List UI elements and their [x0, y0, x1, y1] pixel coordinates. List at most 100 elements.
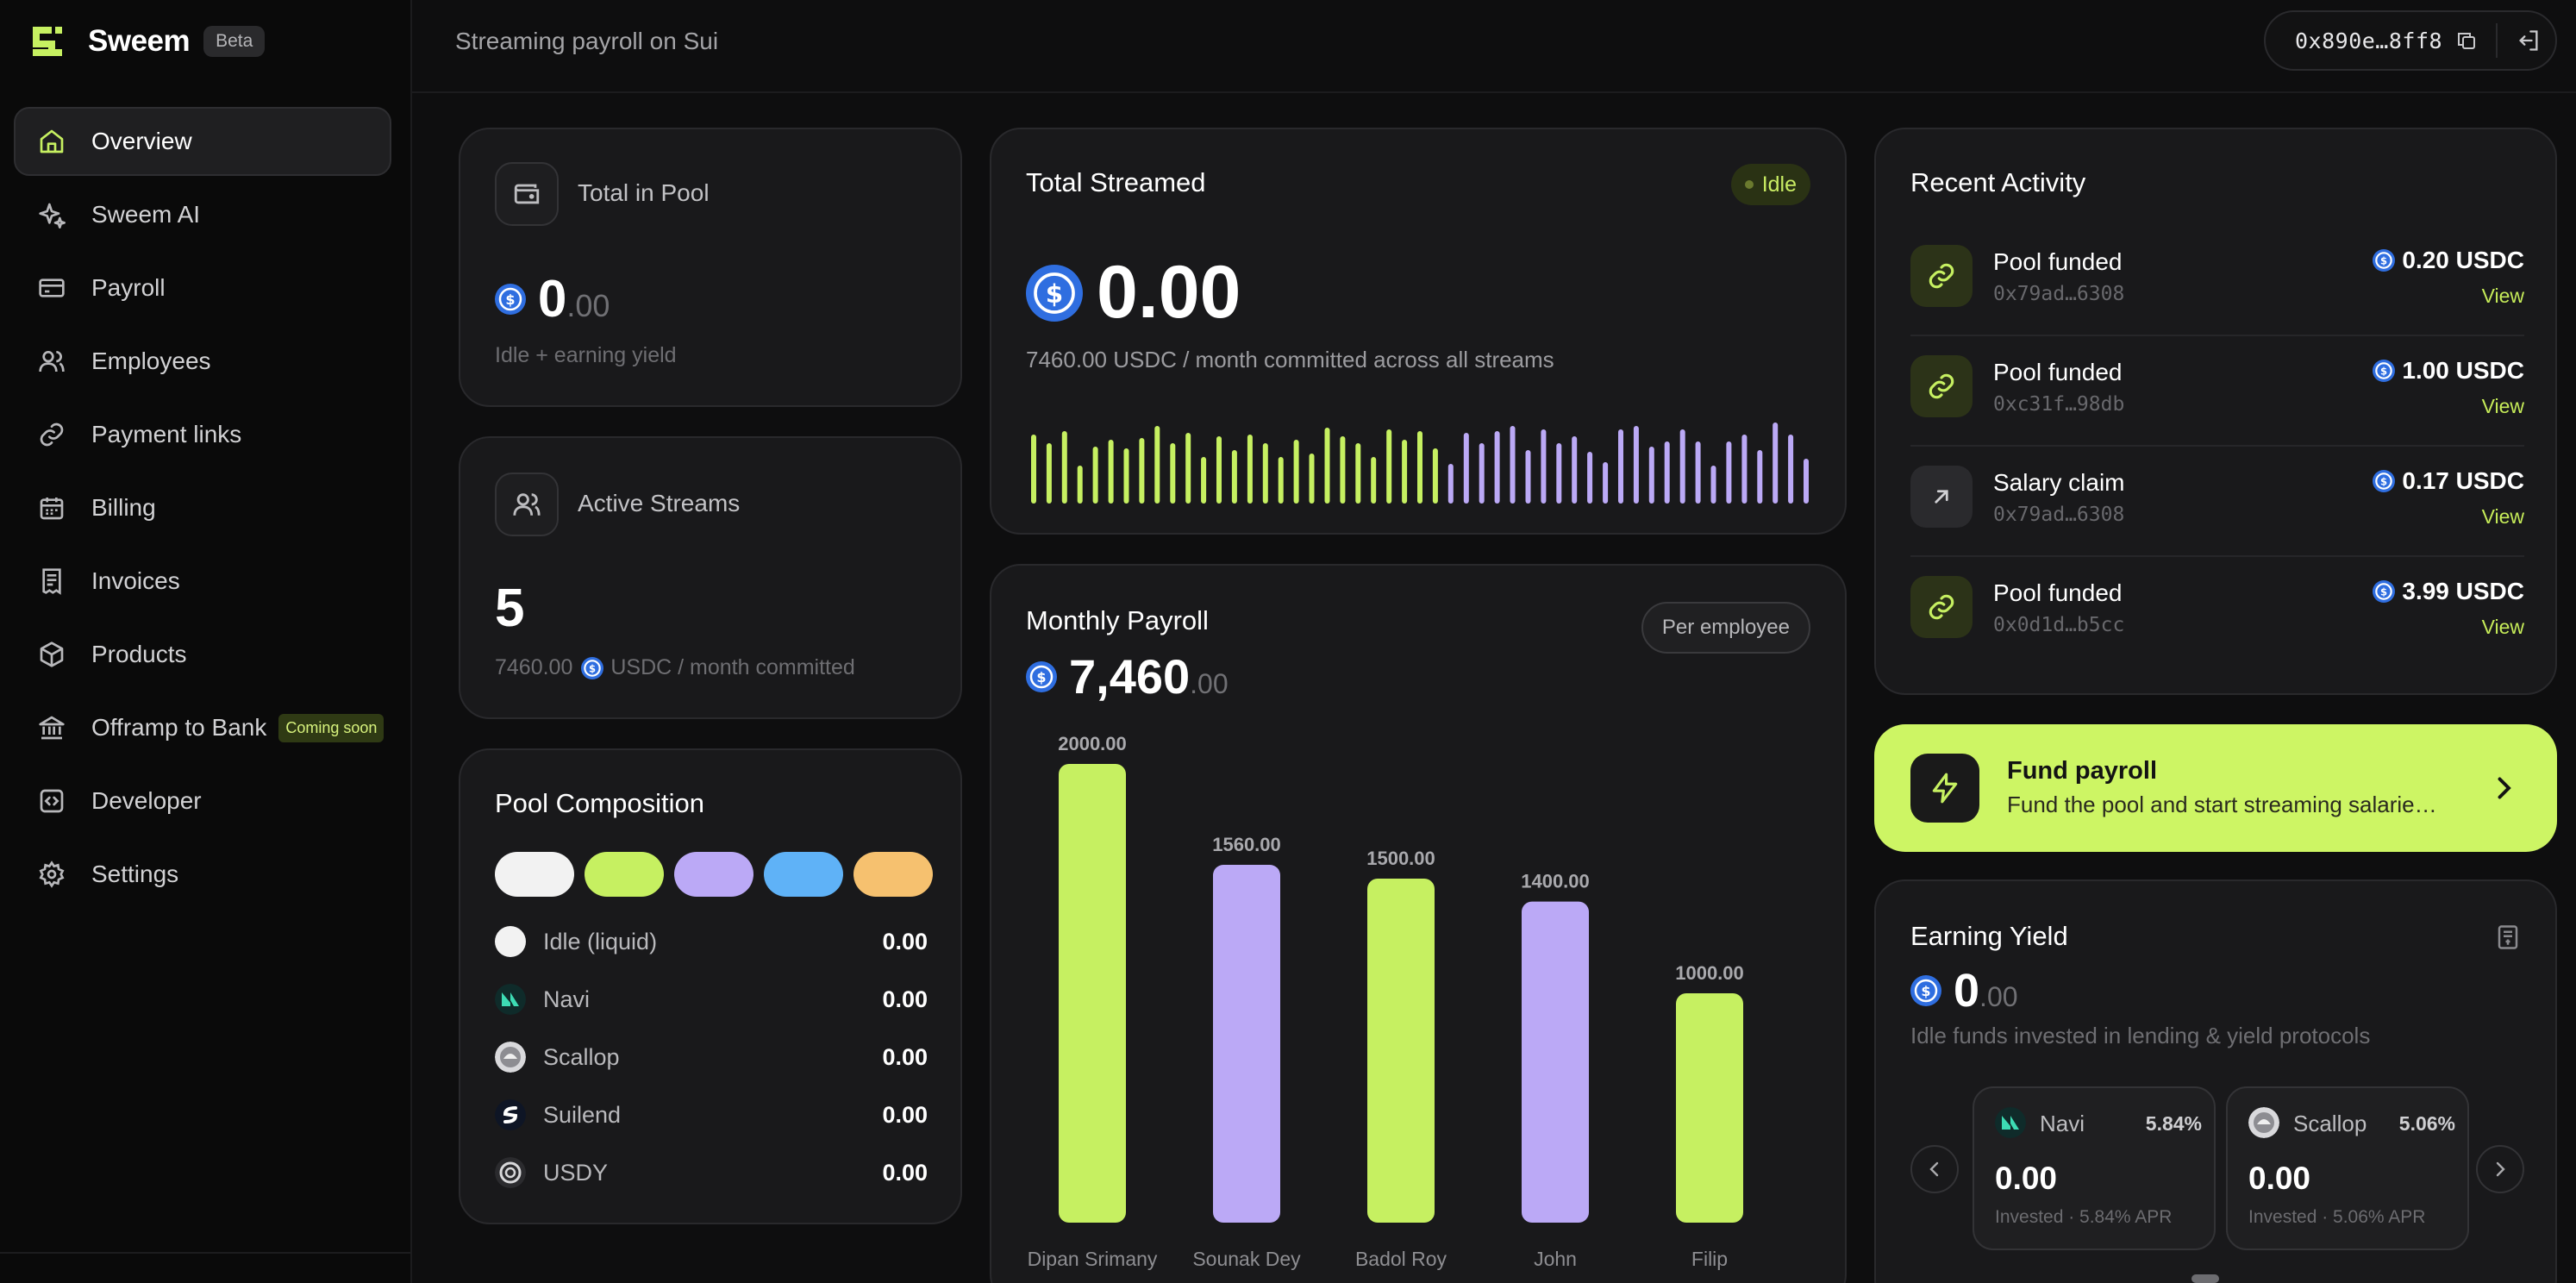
activity-row[interactable]: Pool funded 0xc31f…98db $ 1.00 USDC View [1910, 336, 2524, 447]
composition-name: USDY [543, 1159, 609, 1186]
sidebar-item-sweem-ai[interactable]: Sweem AI [14, 180, 391, 249]
stream-bar [1572, 436, 1578, 504]
activity-view-link[interactable]: View [2481, 505, 2524, 528]
payroll-bar[interactable] [1676, 993, 1743, 1223]
composition-row-usdy: USDY 0.00 [495, 1155, 928, 1190]
yield-next-button[interactable] [2476, 1145, 2524, 1193]
pool-composition-title: Pool Composition [495, 788, 704, 818]
payroll-bar[interactable] [1367, 879, 1435, 1223]
sidebar-item-developer[interactable]: Developer [14, 767, 391, 836]
sidebar-item-payroll[interactable]: Payroll [14, 253, 391, 322]
payroll-bar[interactable] [1059, 764, 1126, 1223]
composition-pills [495, 852, 933, 897]
activity-title: Pool funded [1993, 248, 2123, 275]
receipt-icon[interactable] [2495, 924, 2521, 950]
sidebar-item-settings[interactable]: Settings [14, 840, 391, 909]
protocol-apr: 5.84% [2145, 1112, 2202, 1135]
yield-protocol-card-navi[interactable]: Navi 5.84% 0.00 Invested · 5.84% APR [1973, 1086, 2216, 1250]
sidebar-divider [0, 1252, 412, 1254]
sidebar-nav: Overview Sweem AI Payroll Employees Paym… [14, 107, 391, 913]
activity-address: 0x0d1d…b5cc [1993, 614, 2125, 636]
brand[interactable]: Sweem Beta [29, 22, 266, 60]
active-streams-sub: 7460.00 $ USDC / month committed [495, 655, 855, 680]
chevron-right-icon [2498, 777, 2511, 799]
activity-row[interactable]: Salary claim 0x79ad…6308 $ 0.17 USDC Vie… [1910, 447, 2524, 557]
usdc-icon: $ [581, 656, 604, 679]
wallet-pill[interactable]: 0x890e…8ff8 [2264, 10, 2557, 71]
wallet-icon-box [495, 162, 559, 226]
payroll-bar[interactable] [1213, 865, 1280, 1223]
activity-amount: $ 0.20 USDC [2373, 247, 2524, 274]
total-in-pool-label: Total in Pool [578, 179, 710, 206]
usdc-icon: $ [2373, 360, 2396, 382]
activity-row[interactable]: Pool funded 0x0d1d…b5cc $ 3.99 USDC View [1910, 557, 2524, 667]
stream-bar [1402, 440, 1408, 504]
stream-bar [1510, 426, 1516, 504]
sweem-logo-icon [29, 23, 66, 59]
composition-row-scallop: Scallop 0.00 [495, 1040, 928, 1074]
payroll-bar[interactable] [1522, 901, 1589, 1223]
stream-bar [1664, 441, 1670, 504]
activity-view-link[interactable]: View [2481, 395, 2524, 417]
yield-prev-button[interactable] [1910, 1145, 1959, 1193]
usdc-icon: $ [2373, 580, 2396, 603]
fund-payroll-button[interactable]: Fund payroll Fund the pool and start str… [1874, 724, 2557, 852]
logout-icon[interactable] [2517, 28, 2541, 53]
lightning-icon-box [1910, 754, 1979, 823]
payroll-category-label: Dipan Srimany [1028, 1248, 1158, 1270]
fund-payroll-title: Fund payroll [2007, 757, 2157, 785]
users-icon [39, 351, 65, 372]
per-employee-toggle[interactable]: Per employee [1641, 602, 1810, 654]
activity-row[interactable]: Pool funded 0x79ad…6308 $ 0.20 USDC View [1910, 226, 2524, 336]
stream-bar [1525, 450, 1531, 504]
stream-bar [1092, 447, 1098, 504]
usdc-icon: $ [2373, 470, 2396, 492]
earning-yield-sub: Idle funds invested in lending & yield p… [1910, 1023, 2371, 1048]
sidebar-item-overview[interactable]: Overview [14, 107, 391, 176]
stream-bar [1293, 440, 1299, 504]
activity-address: 0x79ad…6308 [1993, 283, 2125, 305]
activity-title: Pool funded [1993, 579, 2123, 606]
yield-protocol-card-scallop[interactable]: Scallop 5.06% 0.00 Invested · 5.06% APR [2226, 1086, 2469, 1250]
sidebar-item-billing[interactable]: Billing [14, 473, 391, 542]
sidebar-item-employees[interactable]: Employees [14, 327, 391, 396]
status-dot [1744, 180, 1754, 189]
stream-bar [1541, 429, 1547, 504]
scallop-logo-icon [495, 1042, 526, 1073]
pool-composition-card: Pool Composition Idle (liquid) 0.00 Navi… [459, 748, 962, 1224]
protocol-apr: 5.06% [2398, 1112, 2455, 1135]
calendar-icon [40, 498, 64, 520]
stream-bar [1170, 443, 1176, 504]
activity-view-link[interactable]: View [2481, 616, 2524, 638]
usdc-icon: $ [1910, 975, 1941, 1006]
sidebar-item-label: Offramp to Bank [91, 714, 267, 741]
usdy-logo-icon [495, 1157, 526, 1188]
total-streamed-value: 0.00 [1097, 251, 1241, 334]
sidebar-item-label: Products [91, 641, 187, 667]
total-streamed-sub: 7460.00 USDC / month committed across al… [1026, 347, 1554, 372]
copy-icon[interactable] [2456, 30, 2477, 51]
carousel-indicator[interactable] [2191, 1274, 2219, 1283]
sidebar-item-offramp[interactable]: Offramp to Bank Coming soon [14, 693, 391, 762]
stream-bar [1309, 454, 1315, 504]
composition-name: Suilend [543, 1101, 622, 1128]
bank-icon [39, 716, 65, 740]
usdc-icon: $ [1026, 660, 1057, 692]
stream-bar [1201, 457, 1207, 504]
stream-bar [1788, 435, 1794, 504]
sidebar: Sweem Beta Overview Sweem AI Payroll Emp… [0, 0, 412, 1283]
sidebar-item-products[interactable]: Products [14, 620, 391, 689]
sidebar-item-invoices[interactable]: Invoices [14, 547, 391, 616]
status-label: Idle [1761, 172, 1797, 197]
stream-bar [1324, 428, 1330, 504]
active-streams-amount: 7460.00 [495, 655, 573, 679]
svg-text:$: $ [2380, 585, 2387, 598]
link-icon [1929, 373, 1954, 399]
stream-bar [1587, 452, 1593, 504]
sidebar-item-payment-links[interactable]: Payment links [14, 400, 391, 469]
wallet-address: 0x890e…8ff8 [2295, 28, 2443, 53]
beta-badge: Beta [203, 26, 266, 57]
stream-bar [1695, 441, 1701, 504]
link-icon [40, 422, 64, 447]
activity-view-link[interactable]: View [2481, 285, 2524, 307]
